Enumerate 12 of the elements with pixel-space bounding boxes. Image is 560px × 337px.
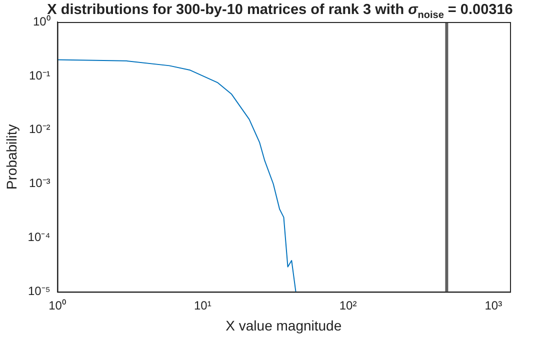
x-tick-label: 10²: [339, 298, 357, 312]
x-tick-label: 10¹: [194, 298, 212, 312]
y-tick-label: 10⁰: [32, 14, 50, 28]
y-tick-label: 10⁻⁵: [28, 284, 50, 298]
y-tick-label: 10⁻¹: [28, 68, 50, 82]
y-tick-label: 10⁻²: [28, 122, 50, 136]
x-tick-label: 10⁰: [48, 298, 66, 312]
x-axis-title: X value magnitude: [226, 317, 342, 334]
y-axis-title: Probability: [3, 124, 20, 190]
x-tick-label: 10³: [484, 298, 502, 312]
y-tick-label: 10⁻⁴: [28, 230, 50, 244]
y-tick-label: 10⁻³: [28, 176, 50, 190]
